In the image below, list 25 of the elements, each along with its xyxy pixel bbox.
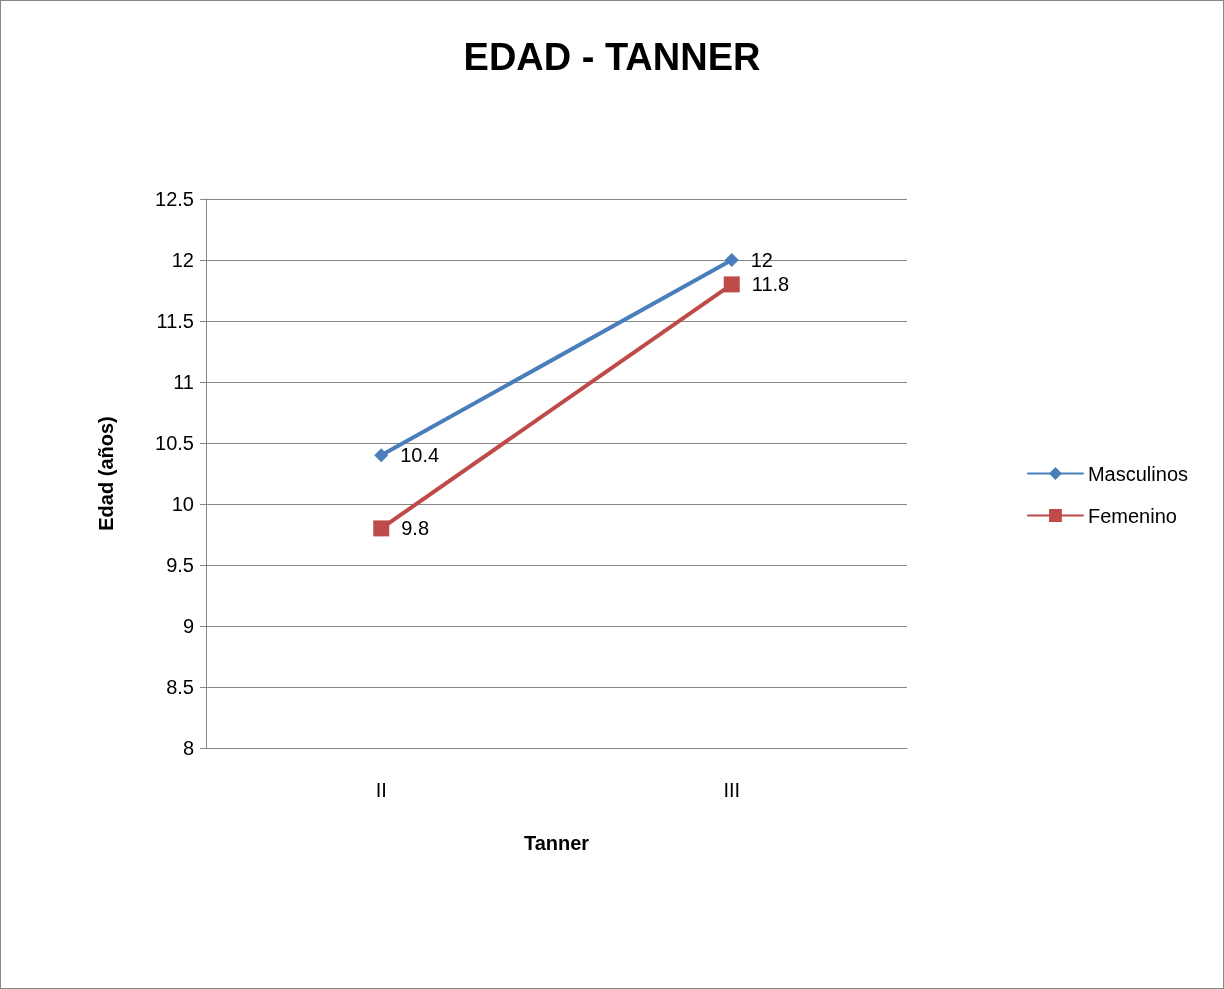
y-tick-label: 8.5 [166, 676, 194, 698]
y-tick-label: 12 [171, 249, 194, 271]
x-axis-title: Tanner [523, 832, 590, 854]
y-tick-label: 9 [182, 615, 194, 637]
y-tick-label: 10 [171, 493, 194, 515]
y-tick-label: 12.5 [155, 188, 194, 210]
y-tick-label: 9.5 [166, 554, 194, 576]
y-tick-label: 8 [182, 737, 194, 759]
data-label: 11.8 [751, 273, 790, 296]
point [374, 448, 389, 463]
data-label: 9.8 [401, 517, 430, 540]
data-label: 12 [750, 249, 773, 271]
point [373, 520, 390, 537]
x-tick-label: II [375, 779, 387, 801]
legend-label: Masculinos [1087, 462, 1189, 485]
x-tick-label: III [723, 779, 741, 801]
chart-title: EDAD - TANNER [463, 36, 761, 78]
data-label: 10.4 [400, 444, 440, 467]
point [723, 276, 740, 293]
point [724, 253, 739, 267]
y-axis-title: Edad (años) [95, 416, 117, 531]
legend-label: Femenino [1087, 504, 1177, 527]
y-tick-label: 10.5 [155, 432, 194, 454]
y-tick-label: 11 [173, 371, 194, 393]
y-tick-label: 11.5 [156, 310, 194, 332]
